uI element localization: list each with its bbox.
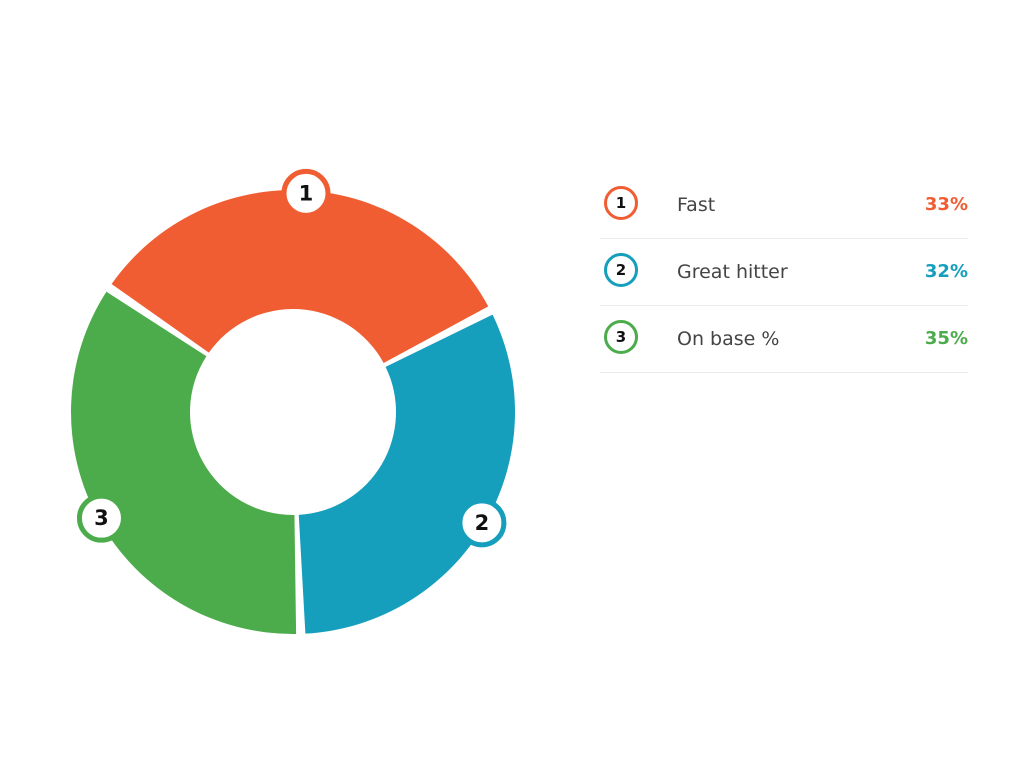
legend-item-on-base: 3 On base % 35% — [600, 306, 968, 373]
slice-badges: 1 2 3 — [76, 168, 507, 548]
legend-item-fast: 1 Fast 33% — [600, 172, 968, 239]
slice-badge-1 — [281, 168, 331, 218]
legend-value-fast: 33% — [924, 194, 968, 215]
legend-marker-1: 1 — [604, 186, 638, 220]
slice-2 — [298, 314, 515, 634]
slice-badge-label-2: 2 — [475, 511, 490, 535]
slice-badge-label-1: 1 — [299, 181, 314, 205]
legend-value-on-base: 35% — [924, 328, 968, 349]
legend-marker-2: 2 — [604, 253, 638, 287]
legend-marker-3: 3 — [604, 320, 638, 354]
legend-label-fast: Fast — [677, 194, 716, 216]
legend-value-great-hitter: 32% — [924, 261, 968, 282]
slice-badge-label-3: 3 — [94, 506, 109, 530]
legend-label-great-hitter: Great hitter — [677, 261, 788, 283]
slice-badge-2 — [457, 498, 507, 548]
legend-label-on-base: On base % — [677, 328, 780, 350]
legend: 1 Fast 33% 2 Great hitter 32% 3 On base … — [600, 172, 968, 373]
donut-slices — [71, 189, 515, 634]
legend-item-great-hitter: 2 Great hitter 32% — [600, 239, 968, 306]
slice-badge-3 — [76, 493, 126, 543]
slice-3 — [71, 291, 297, 634]
slice-1 — [111, 189, 489, 364]
